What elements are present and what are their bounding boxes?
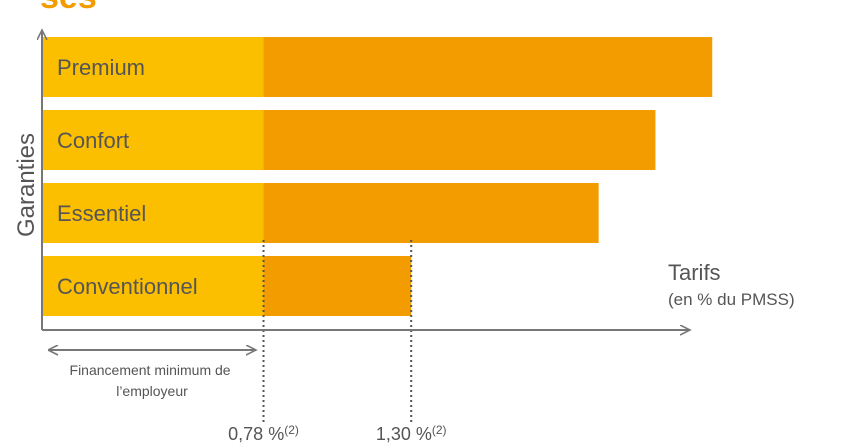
x-axis-label: Tarifs — [668, 260, 721, 285]
bars-group: Premium Confort Essentiel Conventionnel — [42, 37, 713, 316]
bar-premium-segment-1 — [42, 37, 264, 97]
bar-essentiel-segment-2 — [263, 183, 599, 243]
header-fragment: ses — [40, 0, 97, 16]
bar-essentiel-segment-1 — [42, 183, 264, 243]
bar-label-premium: Premium — [57, 55, 145, 80]
bar-label-confort: Confort — [57, 128, 129, 153]
employer-financing-label: Financement minimum de l’employeur — [70, 362, 235, 399]
tick-label-2: 1,30 %(2) — [376, 423, 447, 443]
employer-financing-label-line-2: l’employeur — [116, 383, 188, 399]
tick-label-1: 0,78 %(2) — [228, 423, 299, 443]
bar-confort-segment-2 — [263, 110, 656, 170]
bar-confort-segment-1 — [42, 110, 264, 170]
bar-premium-segment-2 — [263, 37, 713, 97]
bar-conventionnel-segment-1 — [42, 256, 264, 316]
bar-label-essentiel: Essentiel — [57, 201, 146, 226]
employer-financing-label-line-1: Financement minimum de — [70, 362, 231, 378]
tick-labels: 0,78 %(2) 1,30 %(2) — [228, 423, 446, 443]
x-axis-sublabel: (en % du PMSS) — [668, 290, 795, 309]
bar-label-conventionnel: Conventionnel — [57, 274, 198, 299]
bar-conventionnel-segment-2 — [263, 256, 412, 316]
y-axis-label: Garanties — [13, 133, 40, 237]
